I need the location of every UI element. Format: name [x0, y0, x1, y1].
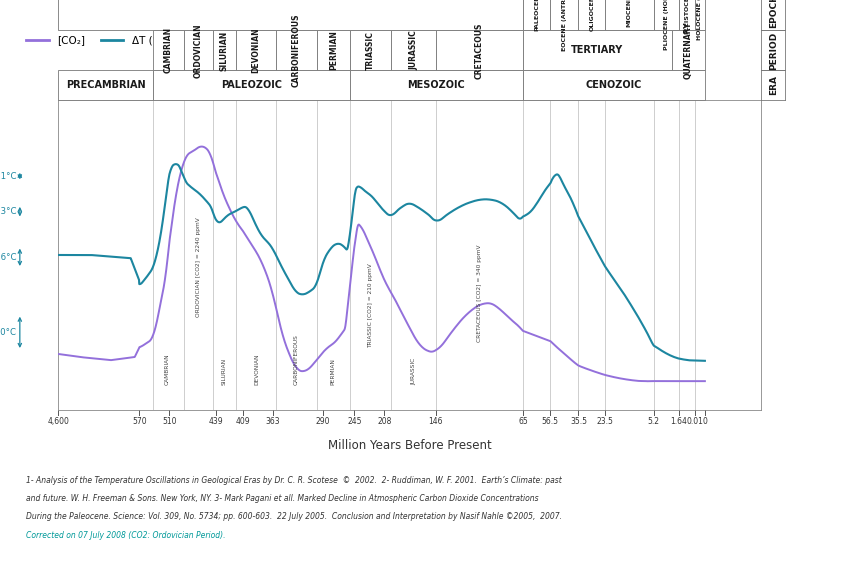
Text: CARBONIFEROUS: CARBONIFEROUS — [292, 14, 300, 87]
Text: EOCENE (ANTROPOIDS): EOCENE (ANTROPOIDS) — [562, 0, 567, 52]
Text: PRECAMBRIAN: PRECAMBRIAN — [66, 80, 145, 91]
Text: 245: 245 — [347, 417, 361, 426]
Text: SILURIAN: SILURIAN — [220, 30, 229, 70]
Text: 4,600: 4,600 — [47, 417, 70, 426]
Text: 208: 208 — [378, 417, 391, 426]
Text: 0.01: 0.01 — [686, 417, 703, 426]
Text: EPOCH: EPOCH — [769, 0, 777, 28]
Text: DEVONIAN: DEVONIAN — [251, 28, 261, 73]
Text: ORDOVICIAN [CO2] = 2240 ppmV: ORDOVICIAN [CO2] = 2240 ppmV — [196, 217, 200, 317]
Text: 1.64: 1.64 — [671, 417, 687, 426]
Text: MIOCENE: MIOCENE — [627, 0, 632, 26]
Text: SILURIAN: SILURIAN — [221, 358, 226, 385]
Text: 35.5: 35.5 — [570, 417, 587, 426]
Text: CRETACEOUS: CRETACEOUS — [475, 22, 484, 79]
Text: HOLOCENE (EVE): HOLOCENE (EVE) — [697, 0, 703, 40]
Text: PALEOZOIC: PALEOZOIC — [221, 80, 282, 91]
Text: 146: 146 — [428, 417, 443, 426]
Text: Million Years Before Present: Million Years Before Present — [328, 439, 492, 452]
Text: Δ = 1°C: Δ = 1°C — [0, 171, 16, 180]
Text: 510: 510 — [163, 417, 177, 426]
Text: PLIOCENE (HOMINIDS): PLIOCENE (HOMINIDS) — [664, 0, 669, 50]
Text: TRIASSIC [CO2] = 210 ppmV: TRIASSIC [CO2] = 210 ppmV — [368, 263, 373, 348]
Text: 439: 439 — [209, 417, 224, 426]
Text: During the Paleocene. Science: Vol. 309, No. 5734; pp. 600-603.  22 July 2005.  : During the Paleocene. Science: Vol. 309,… — [26, 512, 562, 521]
Text: Δ = 3°C: Δ = 3°C — [0, 207, 16, 216]
Text: PALEOCENE: PALEOCENE — [534, 0, 539, 31]
Text: MESOZOIC: MESOZOIC — [408, 80, 465, 91]
Text: and future. W. H. Freeman & Sons. New York, NY. 3- Mark Pagani et all. Marked De: and future. W. H. Freeman & Sons. New Yo… — [26, 494, 538, 503]
Text: 1- Analysis of the Temperature Oscillations in Geological Eras by Dr. C. R. Scot: 1- Analysis of the Temperature Oscillati… — [26, 476, 562, 485]
Text: QUATERNARY: QUATERNARY — [684, 22, 693, 79]
Text: CARBONIFEROUS: CARBONIFEROUS — [293, 334, 298, 385]
Text: PERIOD: PERIOD — [769, 32, 777, 69]
Text: CAMBRIAN: CAMBRIAN — [164, 28, 173, 73]
Text: CRETACEOUS [CO2] = 340 ppmV: CRETACEOUS [CO2] = 340 ppmV — [477, 244, 482, 342]
Text: TERTIARY: TERTIARY — [571, 45, 624, 56]
Text: ERA: ERA — [769, 76, 777, 95]
Text: 0: 0 — [703, 417, 707, 426]
Text: PERMIAN: PERMIAN — [329, 30, 338, 70]
Text: PLEISTOCENE: PLEISTOCENE — [685, 0, 690, 34]
Text: PERMIAN: PERMIAN — [331, 358, 335, 385]
Text: Corrected on 07 July 2008 (CO2: Ordovician Period).: Corrected on 07 July 2008 (CO2: Ordovici… — [26, 531, 225, 540]
Text: JURASSIC: JURASSIC — [411, 358, 416, 385]
Text: 290: 290 — [316, 417, 330, 426]
Text: CENOZOIC: CENOZOIC — [586, 80, 642, 91]
Text: Δ = 10°C: Δ = 10°C — [0, 328, 16, 337]
Text: CAMBRIAN: CAMBRIAN — [164, 354, 169, 385]
Text: DEVONIAN: DEVONIAN — [255, 354, 260, 385]
Text: 5.2: 5.2 — [648, 417, 660, 426]
Text: 56.5: 56.5 — [542, 417, 559, 426]
Text: JURASSIC: JURASSIC — [409, 30, 418, 70]
Text: OLIGOCENE: OLIGOCENE — [589, 0, 594, 30]
Text: TRIASSIC: TRIASSIC — [366, 31, 375, 70]
Legend: [CO₂], ΔT (°C): [CO₂], ΔT (°C) — [22, 31, 173, 49]
Text: 65: 65 — [518, 417, 528, 426]
Text: 363: 363 — [266, 417, 280, 426]
Text: 570: 570 — [132, 417, 146, 426]
Text: 409: 409 — [236, 417, 250, 426]
Text: Δ = 6°C: Δ = 6°C — [0, 253, 16, 262]
Text: 23.5: 23.5 — [597, 417, 613, 426]
Text: ORDOVICIAN: ORDOVICIAN — [194, 23, 203, 78]
